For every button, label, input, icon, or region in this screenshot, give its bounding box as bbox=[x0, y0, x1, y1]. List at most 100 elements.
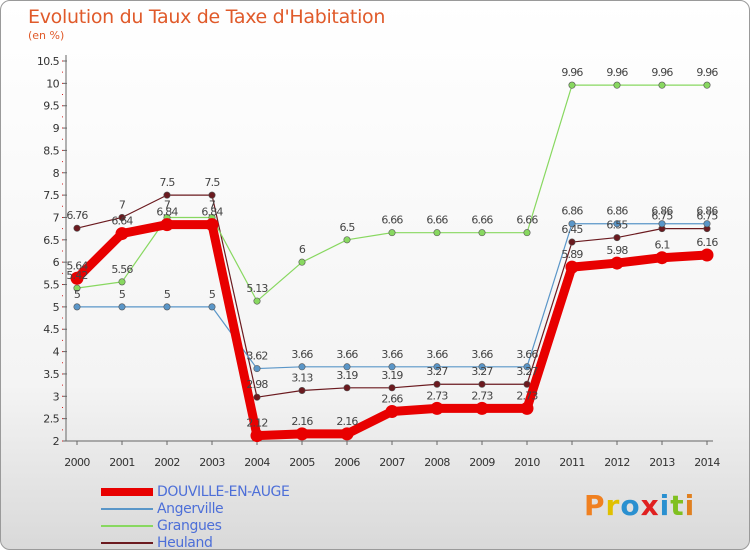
brand-letter: i bbox=[659, 489, 671, 522]
data-point-grangues bbox=[73, 284, 81, 292]
data-point-angerville bbox=[433, 363, 441, 371]
data-point-angerville bbox=[613, 220, 621, 228]
data-label-heuland: 6.55 bbox=[606, 219, 628, 232]
data-label-grangues: 7 bbox=[164, 198, 171, 211]
y-tick-label: 9.5 bbox=[43, 100, 59, 113]
data-point-douville-en-auge bbox=[565, 260, 579, 274]
x-tick-label: 2013 bbox=[649, 456, 675, 469]
y-tick-label: 8.5 bbox=[43, 144, 59, 157]
data-point-angerville bbox=[118, 303, 126, 311]
data-point-grangues bbox=[523, 229, 531, 237]
data-point-douville-en-auge bbox=[70, 271, 84, 285]
data-label-grangues: 9.96 bbox=[651, 66, 673, 79]
data-label-heuland: 3.13 bbox=[291, 371, 313, 384]
data-point-douville-en-auge bbox=[430, 401, 444, 415]
data-point-douville-en-auge bbox=[520, 401, 534, 415]
data-label-grangues: 9.96 bbox=[561, 66, 583, 79]
data-label-grangues: 6.5 bbox=[339, 221, 355, 234]
data-label-angerville: 3.62 bbox=[246, 350, 267, 363]
data-label-grangues: 5.13 bbox=[246, 282, 268, 295]
y-tick-label: 3.5 bbox=[43, 368, 59, 381]
brand-letter: r bbox=[605, 489, 621, 522]
y-tick-label: 9 bbox=[53, 122, 60, 135]
x-tick-label: 2011 bbox=[559, 456, 585, 469]
data-point-douville-en-auge bbox=[160, 218, 174, 232]
data-point-heuland bbox=[478, 380, 486, 388]
data-label-douville-en-auge: 5.98 bbox=[606, 244, 628, 257]
data-label-heuland: 3.27 bbox=[471, 365, 493, 378]
data-point-heuland bbox=[73, 224, 81, 232]
data-point-grangues bbox=[298, 258, 306, 266]
y-tick-label: 5 bbox=[53, 301, 60, 314]
data-point-heuland bbox=[163, 191, 171, 199]
data-point-angerville bbox=[658, 220, 666, 228]
series-line-grangues bbox=[76, 84, 707, 302]
data-label-grangues: 6.66 bbox=[471, 214, 493, 227]
data-label-douville-en-auge: 6.84 bbox=[201, 206, 223, 219]
legend-swatch-heuland bbox=[101, 542, 153, 544]
data-point-douville-en-auge bbox=[295, 427, 309, 441]
data-point-douville-en-auge bbox=[115, 227, 129, 241]
data-label-grangues: 6 bbox=[299, 243, 306, 256]
data-label-heuland: 6.75 bbox=[696, 210, 718, 223]
data-label-angerville: 5 bbox=[209, 288, 216, 301]
y-tick-label: 6.5 bbox=[43, 234, 59, 247]
x-tick-label: 2010 bbox=[514, 456, 540, 469]
y-tick-label: 3 bbox=[53, 390, 60, 403]
brand-letter: i bbox=[684, 489, 696, 522]
legend-label-douville: DOUVILLE-EN-AUGE bbox=[157, 484, 290, 500]
chart-title: Evolution du Taux de Taxe d'Habitation bbox=[28, 6, 386, 28]
data-label-heuland: 6.76 bbox=[66, 209, 88, 222]
data-label-grangues: 7 bbox=[209, 198, 216, 211]
data-label-douville-en-auge: 2.73 bbox=[426, 389, 448, 402]
data-label-angerville: 3.66 bbox=[516, 348, 538, 361]
data-labels: 6.76 7 7.5 7.5 2.98 3.13 3.19 3.19 3.27 3.27 3.27 6… bbox=[66, 66, 719, 429]
data-label-douville-en-auge: 6.64 bbox=[111, 215, 133, 228]
data-label-douville-en-auge: 2.16 bbox=[291, 415, 313, 428]
data-point-douville-en-auge bbox=[385, 404, 399, 418]
data-point-angerville bbox=[163, 303, 171, 311]
brand-letter: t bbox=[670, 489, 685, 522]
y-tick-label: 5.5 bbox=[43, 279, 59, 292]
x-tick-label: 2002 bbox=[154, 456, 180, 469]
data-label-angerville: 3.66 bbox=[426, 348, 448, 361]
x-tick-label: 2014 bbox=[694, 456, 720, 469]
legend-swatch-angerville bbox=[101, 508, 153, 510]
data-point-grangues bbox=[433, 229, 441, 237]
data-point-heuland bbox=[523, 380, 531, 388]
data-label-grangues: 6.66 bbox=[426, 214, 448, 227]
data-label-douville-en-auge: 6.1 bbox=[654, 239, 669, 252]
brand-letter: o bbox=[620, 489, 641, 522]
x-tick-label: 2003 bbox=[199, 456, 225, 469]
legend-swatch-douville bbox=[101, 488, 153, 496]
data-point-angerville bbox=[253, 365, 261, 373]
data-point-douville-en-auge bbox=[205, 218, 219, 232]
data-point-heuland bbox=[208, 191, 216, 199]
data-label-heuland: 7.5 bbox=[159, 176, 175, 189]
data-point-angerville bbox=[343, 363, 351, 371]
data-label-angerville: 5 bbox=[74, 288, 81, 301]
data-point-grangues bbox=[388, 229, 396, 237]
data-label-heuland: 3.19 bbox=[336, 369, 358, 382]
data-label-douville-en-auge: 2.73 bbox=[471, 389, 493, 402]
data-point-heuland bbox=[568, 238, 576, 246]
y-tick-label: 2.5 bbox=[43, 413, 59, 426]
y-tick-label: 4.5 bbox=[43, 323, 59, 336]
data-point-grangues bbox=[613, 81, 621, 89]
data-point-angerville bbox=[703, 220, 711, 228]
data-point-douville-en-auge bbox=[340, 427, 354, 441]
data-point-douville-en-auge bbox=[475, 401, 489, 415]
data-label-grangues: 9.96 bbox=[696, 66, 718, 79]
y-tick-label: 7.5 bbox=[43, 189, 59, 202]
data-label-douville-en-auge: 2.73 bbox=[516, 389, 538, 402]
data-label-heuland: 7.5 bbox=[204, 176, 220, 189]
data-label-heuland: 6.75 bbox=[651, 210, 673, 223]
data-label-angerville: 3.66 bbox=[381, 348, 403, 361]
data-point-grangues bbox=[343, 236, 351, 244]
data-point-heuland bbox=[253, 393, 261, 401]
data-point-angerville bbox=[523, 363, 531, 371]
x-tick-label: 2007 bbox=[379, 456, 405, 469]
data-label-heuland: 3.19 bbox=[381, 369, 403, 382]
brand-letter: P bbox=[584, 489, 606, 522]
